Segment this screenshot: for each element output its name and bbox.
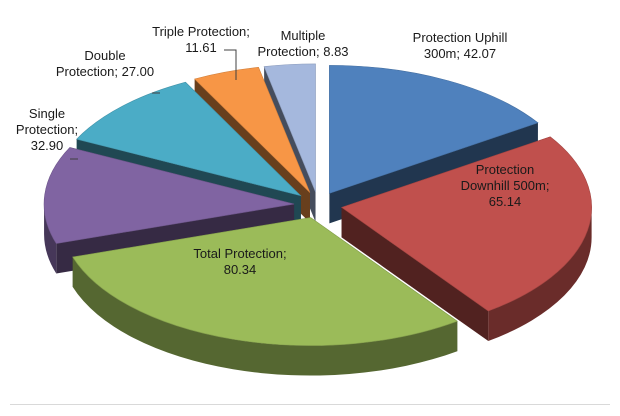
pie-slice-3-rim-0 [44,204,57,274]
pie-slice-2-rim-0 [72,257,458,376]
pie-slice-2 [72,217,458,376]
pie-slice-2-top [72,217,458,346]
data-label-single: Single Protection; 32.90 [15,106,79,153]
pie-slice-1 [340,136,592,342]
pie-slice-4-top [76,81,302,197]
pie-slice-5-top [194,66,311,193]
pie-slice-1-top [340,136,592,312]
data-label-triple: Triple Protection; 11.61 [152,24,250,55]
pie-slice-1-rim-0 [488,207,592,342]
data-label-downhill: Protection Downhill 500m; 65.14 [460,162,550,209]
data-label-multiple: Multiple Protection; 8.83 [257,28,349,59]
data-label-total: Total Protection; 80.34 [193,246,287,277]
data-label-double: Double Protection; 27.00 [55,48,155,79]
pie-slice-6-top [263,63,316,192]
pie-slice-3-top [43,147,295,244]
leader-line-triple [224,49,237,80]
pie-slice-1-wall-1 [341,207,489,342]
data-label-uphill: Protection Uphill 300m; 42.07 [412,30,508,61]
pie-slice-0-top [329,65,539,194]
frame-bottom-line [10,404,610,405]
